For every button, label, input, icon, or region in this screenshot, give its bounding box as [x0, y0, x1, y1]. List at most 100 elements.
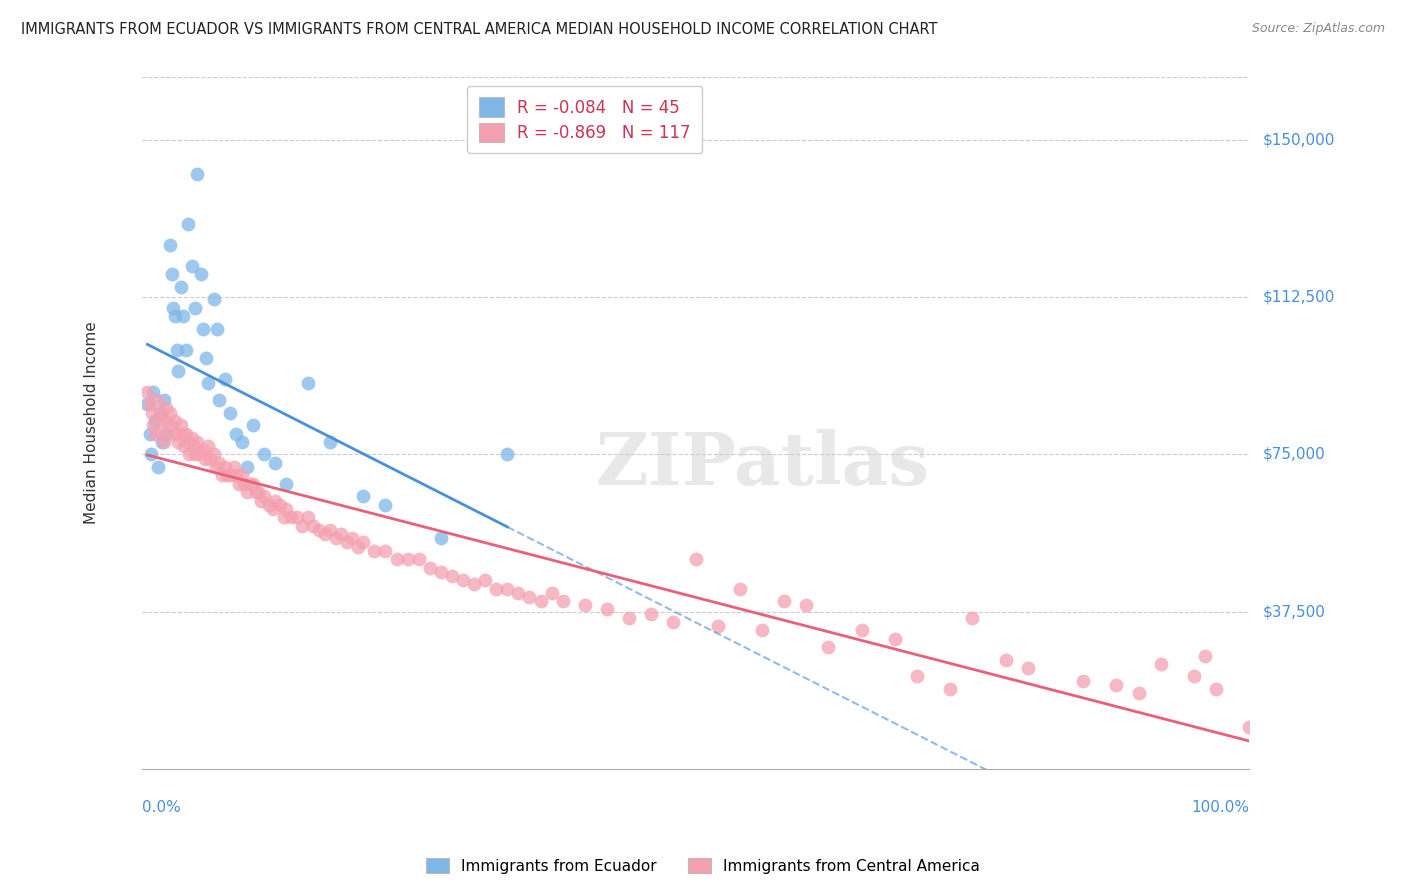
Point: [285, 510, 308, 524]
Legend: Immigrants from Ecuador, Immigrants from Central America: Immigrants from Ecuador, Immigrants from…: [420, 852, 986, 880]
Point: [302, 518, 325, 533]
Point: [728, 582, 751, 596]
Point: [143, 414, 166, 428]
Point: [186, 167, 208, 181]
Point: [342, 531, 364, 545]
Point: [162, 301, 184, 315]
Point: [1182, 669, 1205, 683]
Point: [228, 476, 250, 491]
Point: [1017, 661, 1039, 675]
Point: [190, 268, 212, 282]
Point: [172, 426, 194, 441]
Point: [136, 384, 159, 399]
Point: [247, 485, 270, 500]
Point: [174, 343, 197, 357]
Point: [352, 489, 374, 503]
Point: [217, 468, 239, 483]
Text: 0.0%: 0.0%: [142, 800, 180, 814]
Point: [141, 406, 163, 420]
Point: [319, 523, 342, 537]
Point: [160, 268, 183, 282]
Point: [1239, 720, 1261, 734]
Point: [150, 434, 173, 449]
Point: [508, 585, 530, 599]
Point: [291, 518, 314, 533]
Point: [269, 498, 291, 512]
Point: [242, 418, 264, 433]
Point: [191, 322, 214, 336]
Point: [143, 426, 166, 441]
Point: [263, 493, 285, 508]
Point: [336, 535, 359, 549]
Point: [1105, 678, 1128, 692]
Point: [195, 351, 218, 365]
Text: Source: ZipAtlas.com: Source: ZipAtlas.com: [1251, 22, 1385, 36]
Point: [239, 476, 262, 491]
Point: [385, 552, 408, 566]
Point: [939, 681, 962, 696]
Point: [194, 451, 217, 466]
Point: [172, 310, 194, 324]
Point: [374, 544, 396, 558]
Point: [274, 502, 297, 516]
Point: [451, 573, 474, 587]
Point: [138, 397, 160, 411]
Text: 100.0%: 100.0%: [1191, 800, 1250, 814]
Point: [155, 426, 177, 441]
Point: [297, 510, 319, 524]
Point: [166, 343, 188, 357]
Point: [149, 414, 172, 428]
Point: [905, 669, 928, 683]
Text: $75,000: $75,000: [1263, 447, 1326, 462]
Point: [231, 434, 253, 449]
Point: [205, 460, 228, 475]
Point: [153, 434, 176, 449]
Point: [225, 468, 247, 483]
Point: [173, 439, 195, 453]
Point: [136, 397, 159, 411]
Point: [166, 426, 188, 441]
Point: [148, 406, 170, 420]
Point: [1205, 681, 1227, 696]
Point: [352, 535, 374, 549]
Point: [165, 414, 187, 428]
Point: [262, 502, 284, 516]
Point: [242, 476, 264, 491]
Point: [183, 439, 205, 453]
Text: IMMIGRANTS FROM ECUADOR VS IMMIGRANTS FROM CENTRAL AMERICA MEDIAN HOUSEHOLD INCO: IMMIGRANTS FROM ECUADOR VS IMMIGRANTS FR…: [21, 22, 938, 37]
Point: [148, 460, 170, 475]
Point: [962, 611, 984, 625]
Point: [231, 468, 253, 483]
Point: [374, 498, 396, 512]
Point: [167, 434, 190, 449]
Point: [159, 238, 181, 252]
Point: [496, 582, 519, 596]
Point: [139, 447, 162, 461]
Point: [159, 406, 181, 420]
Point: [274, 476, 297, 491]
Point: [519, 590, 541, 604]
Point: [236, 485, 259, 500]
Point: [150, 426, 173, 441]
Point: [191, 443, 214, 458]
Legend: R = -0.084   N = 45, R = -0.869   N = 117: R = -0.084 N = 45, R = -0.869 N = 117: [467, 86, 703, 153]
Point: [153, 392, 176, 407]
Point: [186, 434, 208, 449]
Point: [817, 640, 839, 655]
Point: [177, 217, 200, 231]
Point: [430, 531, 453, 545]
Point: [706, 619, 728, 633]
Point: [180, 431, 202, 445]
Point: [184, 301, 207, 315]
Point: [155, 401, 177, 416]
Point: [162, 426, 184, 441]
Point: [232, 476, 254, 491]
Point: [540, 585, 562, 599]
Point: [308, 523, 330, 537]
Point: [169, 418, 191, 433]
Point: [496, 447, 519, 461]
Point: [219, 406, 242, 420]
Point: [208, 392, 231, 407]
Point: [211, 468, 233, 483]
Point: [245, 485, 267, 500]
